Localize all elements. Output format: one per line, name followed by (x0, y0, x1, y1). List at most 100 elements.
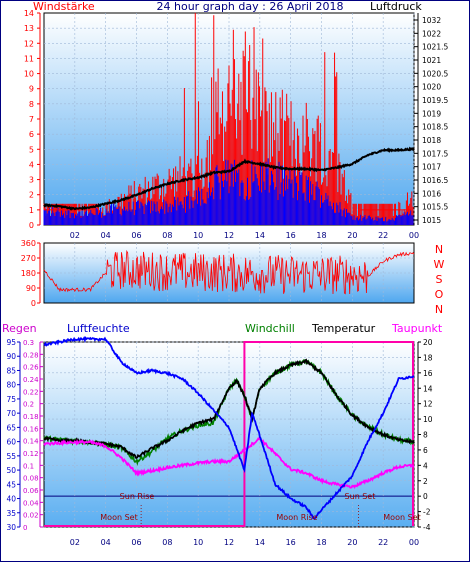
panel2-left-axis: 0 90 180 270 360 (21, 239, 41, 308)
direction-points (43, 249, 415, 295)
temp-tick-label: 12 (423, 400, 433, 409)
rain-tick-label: 0.3 (23, 339, 34, 347)
rain-tick-label: 0.04 (23, 499, 39, 507)
rain-tick-label: 0.16 (23, 425, 39, 433)
tick-label: 1016.5 (422, 176, 448, 185)
header-luftdruck: Luftdruck (370, 0, 422, 13)
x-tick-label: 08 (162, 231, 172, 240)
tick-label: 90 (26, 284, 36, 293)
humidity-tick-label: 90 (6, 352, 16, 361)
humidity-tick-label: 75 (6, 395, 16, 404)
temp-humidity-panel: Sun Rise Sun Set Moon Set Moon Rise Moon Set… (6, 335, 433, 547)
rain-tick-label: 0.14 (23, 438, 39, 446)
panel3-annotations: Sun Rise Sun Set Moon Set Moon Rise Moon Set (100, 492, 421, 527)
compass-label: N (435, 303, 443, 316)
compass-label: O (435, 288, 444, 301)
tick-label: 10 (24, 70, 34, 79)
tick-label: 2 (29, 191, 34, 200)
tick-label: 180 (21, 269, 36, 278)
dewpoint-series (43, 437, 415, 490)
wind-bars (43, 12, 414, 225)
tick-label: 0 (29, 221, 34, 230)
rain-tick-label: 0.28 (23, 351, 39, 359)
tick-label: 1021.5 (422, 43, 448, 52)
rain-tick-label: 0.06 (23, 487, 39, 495)
tick-label: 9 (29, 85, 34, 94)
tick-label: 1018 (422, 136, 441, 145)
direction-series (43, 249, 415, 295)
moon-set-label-1: Moon Set (100, 513, 137, 522)
tick-label: 1016 (422, 189, 441, 198)
rain-tick-label: 0.26 (23, 364, 39, 372)
humidity-tick-label: 50 (6, 466, 16, 475)
x-tick-label: 00 (409, 538, 419, 547)
sun-set-label: Sun Set (345, 492, 376, 501)
tick-label: 14 (24, 9, 34, 18)
sun-rise-label: Sun Rise (120, 492, 155, 501)
x-tick-label: 06 (131, 538, 141, 547)
x-tick-label: 18 (316, 538, 326, 547)
x-tick-label: 22 (378, 231, 388, 240)
x-tick-label: 00 (409, 231, 419, 240)
temp-tick-label: 0 (423, 492, 428, 501)
panel3-lines (43, 335, 415, 527)
tick-label: 1019.5 (422, 96, 448, 105)
moon-set-label-2: Moon Set (383, 513, 420, 522)
x-tick-label: 04 (101, 231, 111, 240)
rain-tick-label: 0.24 (23, 376, 39, 384)
rain-tick-label: 0.22 (23, 388, 39, 396)
compass-label: S (436, 273, 443, 286)
x-tick-label: 06 (131, 231, 141, 240)
tick-label: 0 (31, 299, 36, 308)
rain-tick-label: 0.12 (23, 450, 39, 458)
tick-label: 1017.5 (422, 149, 448, 158)
humidity-tick-label: 65 (6, 423, 16, 432)
x-tick-label: 20 (347, 231, 357, 240)
temp-tick-label: 8 (423, 431, 428, 440)
panel3-grid (44, 341, 415, 528)
rain-tick-label: 0.1 (23, 462, 34, 470)
humidity-tick-label: 55 (6, 452, 16, 461)
x-tick-label: 12 (224, 231, 234, 240)
rain-tick-label: 0.18 (23, 413, 39, 421)
x-tick-label: 02 (70, 231, 80, 240)
panel3-x-axis: 02 04 06 08 10 12 14 16 18 20 22 00 (70, 538, 419, 547)
panel1-x-axis: 02 04 06 08 10 12 14 16 18 20 22 00 (70, 231, 419, 240)
tick-label: 1020.5 (422, 69, 448, 78)
x-tick-label: 02 (70, 538, 80, 547)
label-regen: Regen (2, 322, 37, 335)
x-tick-label: 16 (286, 538, 296, 547)
tick-label: 1018.5 (422, 123, 448, 132)
temp-tick-label: 18 (423, 353, 433, 362)
temp-tick-label: -4 (423, 523, 431, 532)
label-windchill: Windchill (245, 322, 295, 335)
humidity-tick-label: 60 (6, 438, 16, 447)
temp-tick-label: -2 (423, 508, 431, 517)
rain-tick-label: 0 (23, 524, 27, 532)
temp-tick-label: 2 (423, 477, 428, 486)
temp-tick-label: 4 (423, 461, 428, 470)
humidity-tick-label: 85 (6, 366, 16, 375)
tick-label: 1021 (422, 56, 441, 65)
temp-tick-label: 16 (423, 369, 433, 378)
tick-label: 1019 (422, 109, 441, 118)
humidity-tick-label: 30 (6, 523, 16, 532)
humidity-tick-label: 95 (6, 338, 16, 347)
tick-label: 4 (29, 160, 34, 169)
tick-label: 5 (29, 145, 34, 154)
humidity-tick-label: 40 (6, 495, 16, 504)
x-tick-label: 22 (378, 538, 388, 547)
x-tick-label: 16 (286, 231, 296, 240)
x-tick-label: 14 (255, 538, 265, 547)
tick-label: 1015.5 (422, 203, 448, 212)
header-windstaerke: Windstärke (33, 0, 95, 13)
tick-label: 1015 (422, 216, 441, 225)
moon-rise-label: Moon Rise (276, 513, 317, 522)
rain-tick-label: 0.02 (23, 512, 39, 520)
tick-label: 1020 (422, 83, 441, 92)
